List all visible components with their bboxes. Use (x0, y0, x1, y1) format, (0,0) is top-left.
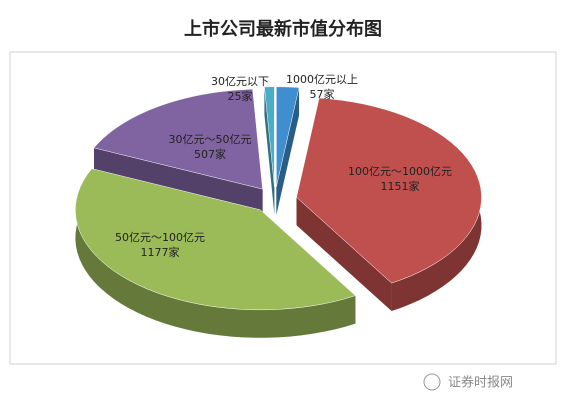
slice (296, 97, 482, 284)
watermark-icon (423, 373, 441, 391)
slice (276, 86, 300, 187)
slice-wall (276, 87, 300, 215)
data-label-value: 25家 (228, 89, 253, 103)
slice (264, 86, 275, 187)
data-label-value: 1151家 (381, 179, 420, 193)
data-label-category: 1000亿元以上 (286, 73, 358, 86)
data-label-category: 100亿元～1000亿元 (348, 165, 452, 178)
slice-wall (264, 86, 275, 215)
data-label-category: 30亿元～50亿元 (169, 133, 252, 146)
slice-wall (94, 147, 263, 218)
data-label-category: 30亿元以下 (211, 75, 269, 88)
slice-wall (296, 197, 392, 312)
slice (93, 88, 263, 190)
chart-title: 上市公司最新市值分布图 (184, 18, 382, 40)
slice-side (75, 168, 356, 338)
data-label-value: 57家 (310, 87, 335, 101)
watermark: 证券时报网 (448, 375, 513, 391)
data-label-value: 1177家 (141, 245, 180, 259)
data-label-category: 50亿元～100亿元 (115, 231, 205, 244)
data-label-value: 507家 (194, 147, 226, 161)
slice (75, 168, 356, 311)
